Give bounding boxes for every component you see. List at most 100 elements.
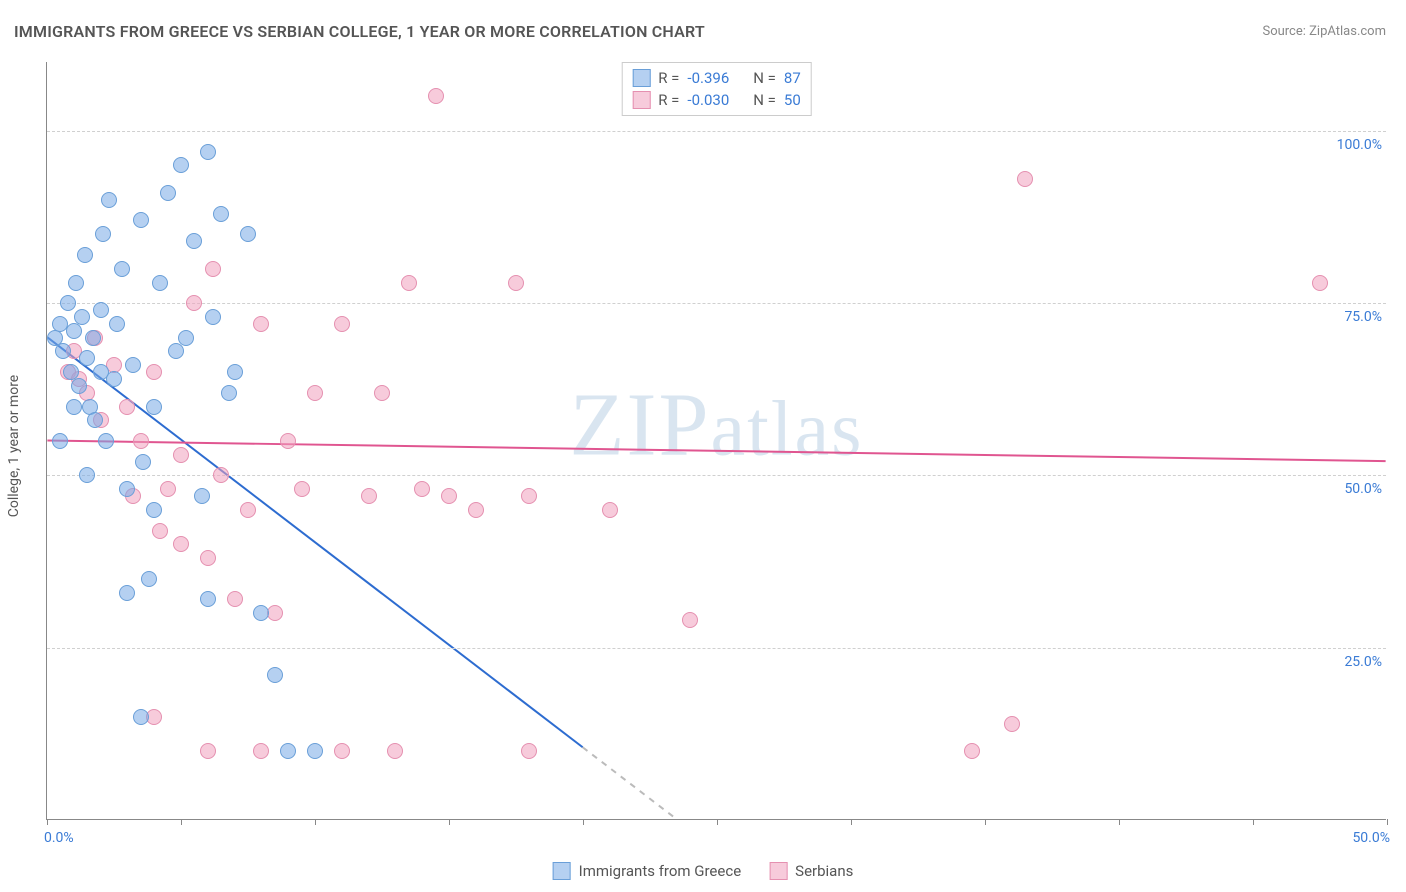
data-point — [152, 275, 168, 291]
data-point — [133, 709, 149, 725]
data-point — [334, 743, 350, 759]
data-point — [1017, 171, 1033, 187]
data-point — [205, 309, 221, 325]
data-point — [95, 226, 111, 242]
data-point — [213, 467, 229, 483]
data-point — [253, 605, 269, 621]
y-axis-label: College, 1 year or more — [6, 375, 22, 517]
data-point — [119, 481, 135, 497]
data-point — [168, 343, 184, 359]
data-point — [307, 743, 323, 759]
data-point — [135, 454, 151, 470]
data-point — [200, 550, 216, 566]
chart-title: IMMIGRANTS FROM GREECE VS SERBIAN COLLEG… — [14, 22, 705, 41]
x-tick-mark — [449, 819, 450, 825]
data-point — [414, 481, 430, 497]
data-point — [173, 536, 189, 552]
swatch-blue-icon — [553, 862, 571, 880]
data-point — [74, 309, 90, 325]
data-point — [146, 364, 162, 380]
y-tick-label: 50.0% — [1344, 481, 1388, 497]
data-point — [66, 323, 82, 339]
data-point — [1312, 275, 1328, 291]
data-point — [85, 330, 101, 346]
data-point — [280, 743, 296, 759]
data-point — [334, 316, 350, 332]
x-tick-mark — [315, 819, 316, 825]
data-point — [428, 88, 444, 104]
data-point — [146, 502, 162, 518]
swatch-pink-icon — [632, 91, 650, 109]
data-point — [227, 591, 243, 607]
data-point — [133, 433, 149, 449]
data-point — [441, 488, 457, 504]
x-tick-mark — [47, 819, 48, 825]
data-point — [200, 743, 216, 759]
data-point — [307, 385, 323, 401]
data-point — [280, 433, 296, 449]
data-point — [160, 481, 176, 497]
gridline — [47, 303, 1386, 304]
data-point — [71, 378, 87, 394]
r-label: R = — [658, 67, 679, 89]
data-point — [267, 667, 283, 683]
n-label: N = — [753, 89, 776, 111]
y-tick-label: 75.0% — [1344, 309, 1388, 325]
legend-label: Immigrants from Greece — [579, 862, 742, 880]
legend-series: Immigrants from Greece Serbians — [553, 862, 854, 880]
data-point — [508, 275, 524, 291]
data-point — [294, 481, 310, 497]
x-tick-mark — [1253, 819, 1254, 825]
data-point — [152, 523, 168, 539]
data-point — [468, 502, 484, 518]
data-point — [387, 743, 403, 759]
r-label: R = — [658, 89, 679, 111]
trend-lines-layer — [47, 62, 1386, 819]
source-citation: Source: ZipAtlas.com — [1262, 24, 1386, 39]
plot-area: ZIPatlas R = -0.396 N = 87 R = -0.030 N … — [46, 62, 1386, 820]
legend-correlation: R = -0.396 N = 87 R = -0.030 N = 50 — [621, 62, 812, 116]
x-tick-mark — [851, 819, 852, 825]
data-point — [109, 316, 125, 332]
data-point — [68, 275, 84, 291]
x-tick-mark — [1387, 819, 1388, 825]
data-point — [77, 247, 93, 263]
legend-label: Serbians — [795, 862, 853, 880]
data-point — [66, 399, 82, 415]
legend-row-pink: R = -0.030 N = 50 — [632, 89, 801, 111]
data-point — [125, 357, 141, 373]
gridline — [47, 475, 1386, 476]
data-point — [240, 502, 256, 518]
data-point — [521, 743, 537, 759]
x-tick-mark — [985, 819, 986, 825]
x-tick-50: 50.0% — [1352, 830, 1390, 846]
x-tick-mark — [1119, 819, 1120, 825]
y-tick-label: 25.0% — [1344, 654, 1388, 670]
data-point — [52, 433, 68, 449]
data-point — [521, 488, 537, 504]
gridline — [47, 131, 1386, 132]
r-value: -0.396 — [687, 67, 729, 89]
data-point — [178, 330, 194, 346]
data-point — [253, 743, 269, 759]
n-value: 87 — [784, 67, 801, 89]
data-point — [221, 385, 237, 401]
data-point — [98, 433, 114, 449]
gridline — [47, 648, 1386, 649]
swatch-pink-icon — [769, 862, 787, 880]
data-point — [200, 144, 216, 160]
data-point — [361, 488, 377, 504]
data-point — [186, 233, 202, 249]
data-point — [93, 302, 109, 318]
legend-item-greece: Immigrants from Greece — [553, 862, 742, 880]
data-point — [227, 364, 243, 380]
data-point — [79, 350, 95, 366]
chart-container: IMMIGRANTS FROM GREECE VS SERBIAN COLLEG… — [0, 0, 1406, 892]
r-value: -0.030 — [687, 89, 729, 111]
data-point — [602, 502, 618, 518]
data-point — [194, 488, 210, 504]
data-point — [114, 261, 130, 277]
data-point — [401, 275, 417, 291]
data-point — [133, 212, 149, 228]
data-point — [374, 385, 390, 401]
